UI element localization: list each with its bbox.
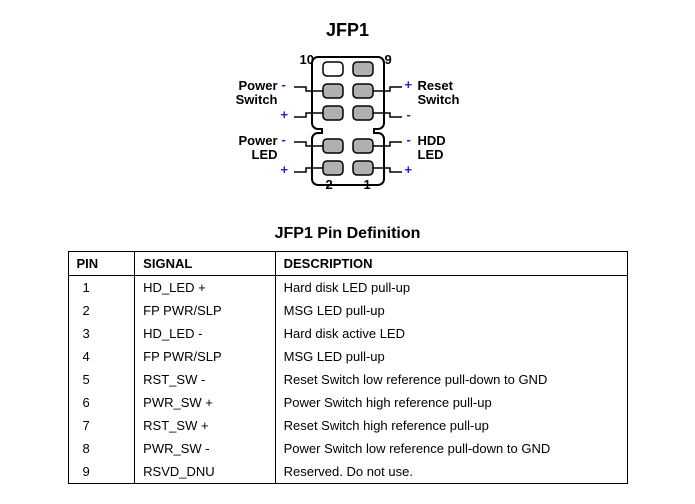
label-right-top-2: Switch bbox=[418, 92, 460, 107]
pin-num-1: 1 bbox=[364, 178, 371, 192]
cell-desc: Reset Switch high reference pull-up bbox=[275, 414, 627, 437]
label-left-bot-1: Power bbox=[238, 133, 277, 148]
pin-num-9: 9 bbox=[385, 53, 392, 67]
sign-rb-2: + bbox=[405, 162, 413, 177]
cell-signal: PWR_SW + bbox=[135, 391, 275, 414]
cell-signal: RSVD_DNU bbox=[135, 460, 275, 484]
sign-rt-1: + bbox=[405, 77, 413, 92]
sign-rb-1: - bbox=[407, 132, 411, 147]
label-left-bot-2: LED bbox=[252, 147, 278, 162]
table-row: 1HD_LED +Hard disk LED pull-up bbox=[68, 276, 627, 300]
cell-pin: 7 bbox=[68, 414, 135, 437]
cell-pin: 1 bbox=[68, 276, 135, 300]
table-title: JFP1 Pin Definition bbox=[20, 225, 675, 243]
table-row: 8PWR_SW -Power Switch low reference pull… bbox=[68, 437, 627, 460]
table-row: 5RST_SW -Reset Switch low reference pull… bbox=[68, 368, 627, 391]
cell-desc: Reset Switch low reference pull-down to … bbox=[275, 368, 627, 391]
cell-pin: 6 bbox=[68, 391, 135, 414]
cell-desc: Reserved. Do not use. bbox=[275, 460, 627, 484]
col-desc: DESCRIPTION bbox=[275, 252, 627, 276]
cell-desc: Hard disk LED pull-up bbox=[275, 276, 627, 300]
col-signal: SIGNAL bbox=[135, 252, 275, 276]
table-row: 2FP PWR/SLPMSG LED pull-up bbox=[68, 299, 627, 322]
cell-pin: 8 bbox=[68, 437, 135, 460]
label-right-top-1: Reset bbox=[418, 78, 453, 93]
cell-signal: RST_SW + bbox=[135, 414, 275, 437]
table-row: 9RSVD_DNUReserved. Do not use. bbox=[68, 460, 627, 484]
sign-rt-2: - bbox=[407, 107, 411, 122]
sign-lb-1: - bbox=[282, 132, 286, 147]
col-pin: PIN bbox=[68, 252, 135, 276]
label-left-top-2: Switch bbox=[236, 92, 278, 107]
label-right-bot-2: LED bbox=[418, 147, 444, 162]
table-row: 3HD_LED -Hard disk active LED bbox=[68, 322, 627, 345]
sign-lt-2: + bbox=[281, 107, 289, 122]
cell-signal: HD_LED + bbox=[135, 276, 275, 300]
sign-lt-1: - bbox=[282, 77, 286, 92]
cell-desc: Hard disk active LED bbox=[275, 322, 627, 345]
table-header-row: PIN SIGNAL DESCRIPTION bbox=[68, 252, 627, 276]
cell-signal: FP PWR/SLP bbox=[135, 345, 275, 368]
label-right-bot-1: HDD bbox=[418, 133, 446, 148]
cell-desc: MSG LED pull-up bbox=[275, 345, 627, 368]
sign-lb-2: + bbox=[281, 162, 289, 177]
pin-diagram: 10 9 2 1 Power Switch - + Power LED - + … bbox=[20, 47, 675, 197]
table-row: 6PWR_SW +Power Switch high reference pul… bbox=[68, 391, 627, 414]
cell-desc: Power Switch low reference pull-down to … bbox=[275, 437, 627, 460]
pin-num-10: 10 bbox=[300, 53, 314, 67]
cell-desc: MSG LED pull-up bbox=[275, 299, 627, 322]
cell-desc: Power Switch high reference pull-up bbox=[275, 391, 627, 414]
label-left-top-1: Power bbox=[238, 78, 277, 93]
cell-pin: 4 bbox=[68, 345, 135, 368]
cell-pin: 9 bbox=[68, 460, 135, 484]
cell-pin: 3 bbox=[68, 322, 135, 345]
cell-signal: RST_SW - bbox=[135, 368, 275, 391]
table-row: 7RST_SW +Reset Switch high reference pul… bbox=[68, 414, 627, 437]
cell-pin: 2 bbox=[68, 299, 135, 322]
pin-num-2: 2 bbox=[326, 178, 333, 192]
connector-svg bbox=[218, 47, 478, 197]
header-title: JFP1 bbox=[20, 20, 675, 41]
table-row: 4FP PWR/SLPMSG LED pull-up bbox=[68, 345, 627, 368]
cell-signal: HD_LED - bbox=[135, 322, 275, 345]
cell-signal: FP PWR/SLP bbox=[135, 299, 275, 322]
cell-pin: 5 bbox=[68, 368, 135, 391]
pin-definition-table: PIN SIGNAL DESCRIPTION 1HD_LED +Hard dis… bbox=[68, 251, 628, 484]
cell-signal: PWR_SW - bbox=[135, 437, 275, 460]
